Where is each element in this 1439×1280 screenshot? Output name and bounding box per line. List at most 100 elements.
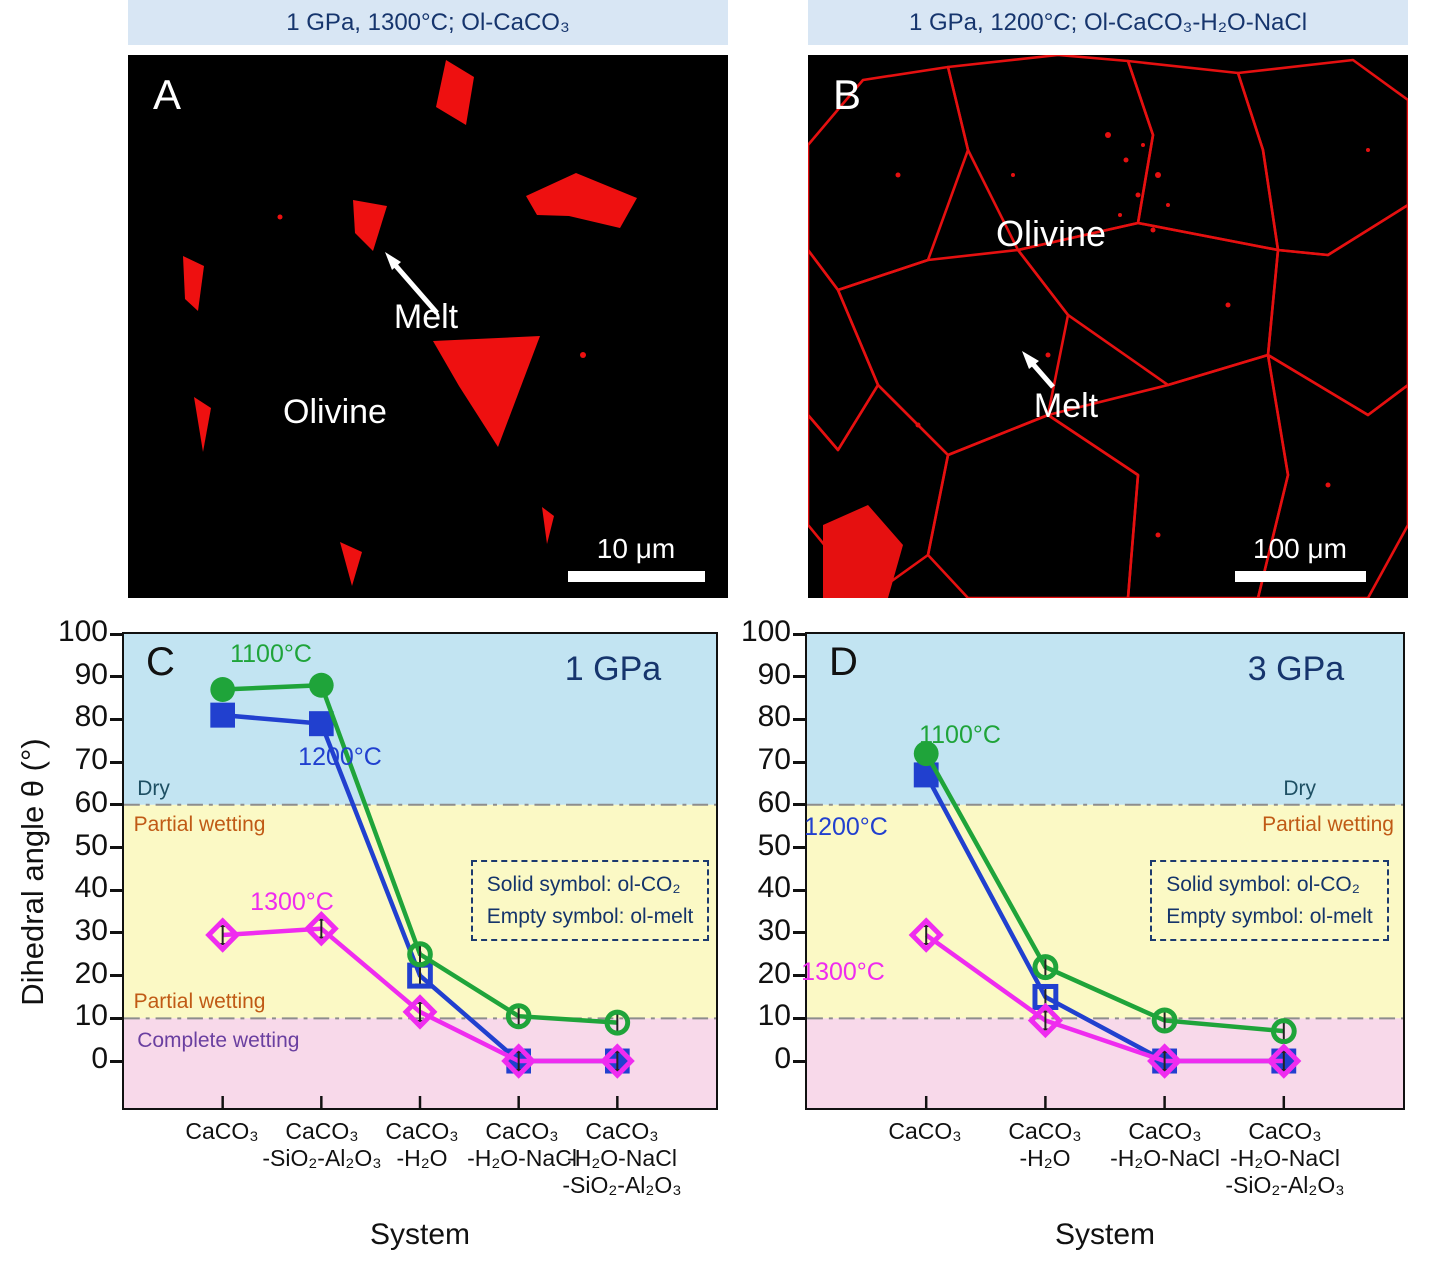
category-label: CaCO₃ -H₂O [385, 1118, 458, 1172]
marker-circle-open [1270, 1018, 1297, 1045]
category-line: -H₂O-NaCl [567, 1145, 677, 1171]
category-line: -SiO₂-Al₂O₃ [262, 1145, 382, 1171]
y-tick-mark [793, 675, 807, 679]
melt-pockets [183, 60, 637, 586]
y-tick-mark [793, 760, 807, 764]
category-line: CaCO₃ [888, 1118, 962, 1144]
panel-b-melt-label: Melt [1033, 387, 1099, 425]
panel-letter: C [146, 640, 175, 684]
melt-speckles [823, 132, 1370, 598]
y-tick-label: 80 [74, 700, 108, 734]
melt-arrow [385, 252, 439, 315]
series-label: 1100°C [919, 721, 1001, 750]
grain-boundary-network [808, 55, 1408, 598]
marker-diamond-open [1147, 1043, 1183, 1079]
series-label: 1300°C [250, 888, 334, 917]
marker-diamond-open [1027, 1002, 1063, 1039]
legend-box: Solid symbol: ol-CO₂ Empty symbol: ol-mel… [1150, 860, 1389, 942]
marker-circle-open [505, 1003, 532, 1030]
y-tick-label: 60 [757, 785, 791, 819]
zone-dry [807, 634, 1403, 805]
category-line: -H₂O-NaCl [1110, 1145, 1220, 1171]
y-tick-mark [110, 974, 124, 978]
panel-b-micrograph: B Olivine Melt 100 μm [808, 55, 1408, 598]
zone-partial-wetting [807, 804, 1403, 1019]
y-tick-label: 100 [740, 615, 791, 648]
marker-diamond-open [303, 910, 339, 947]
category-line: CaCO₃ [385, 1118, 459, 1144]
legend-line: Solid symbol: ol-CO₂ [1166, 873, 1360, 897]
series-label: 1300°C [801, 958, 885, 987]
y-tick-label: 50 [74, 828, 108, 862]
chart-c-y-axis: 0 10 20 30 40 50 60 70 80 90 100 [26, 616, 118, 1110]
panel-b-melt-network-svg [808, 55, 1408, 598]
panel-a-melt-label: Melt [393, 298, 459, 336]
zone-label: Partial wetting [133, 990, 266, 1014]
y-tick-label: 70 [74, 743, 108, 777]
y-tick-label: 90 [74, 657, 108, 691]
y-tick-label: 30 [757, 913, 791, 947]
melt-arrow [1022, 351, 1055, 389]
marker-diamond-open [501, 1043, 537, 1079]
legend-line: Empty symbol: ol-melt [1166, 904, 1373, 928]
series-label: 1200°C [804, 813, 888, 842]
marker-diamond-open [908, 917, 944, 953]
series-1100°C [210, 672, 631, 1036]
marker-square-solid [309, 711, 334, 737]
legend-box: Solid symbol: ol-CO₂ Empty symbol: ol-mel… [470, 860, 710, 942]
marker-circle-solid [210, 677, 235, 703]
marker-circle-open [1032, 954, 1059, 981]
legend-line: Empty symbol: ol-melt [486, 904, 694, 928]
category-label: CaCO₃ -H₂O-NaCl -SiO₂-Al₂O₃ [562, 1118, 681, 1199]
series-line [924, 752, 1284, 1034]
y-tick-label: 60 [74, 785, 108, 819]
y-tick-mark [110, 632, 124, 636]
category-label: CaCO₃ [185, 1118, 258, 1145]
y-tick-label: 80 [757, 700, 791, 734]
y-tick-mark [110, 931, 124, 935]
marker-circle-solid [309, 672, 334, 698]
series-1300°C [205, 910, 635, 1079]
category-label: CaCO₃ -H₂O-NaCl [467, 1118, 577, 1172]
y-tick-mark [793, 931, 807, 935]
y-tick-label: 100 [57, 615, 108, 648]
y-tick-label: 0 [774, 1042, 791, 1076]
series-label: 1200°C [298, 742, 382, 771]
y-tick-mark [793, 888, 807, 892]
panel-a-scale-label: 10 μm [596, 533, 676, 564]
chart-c-plot: C 1 GPa 1200°C 1100°C 1300°C Dry Partial wetti… [110, 632, 718, 1110]
y-tick-label: 10 [74, 999, 108, 1033]
marker-diamond-open [205, 917, 241, 953]
category-line: CaCO₃ [1248, 1118, 1322, 1144]
category-label: CaCO₃ -H₂O-NaCl -SiO₂-Al₂O₃ [1225, 1118, 1344, 1199]
zone-label: Partial wetting [1262, 813, 1394, 837]
y-tick-mark [793, 974, 807, 978]
y-tick-label: 90 [757, 657, 791, 691]
category-label: CaCO₃ -SiO₂-Al₂O₃ [262, 1118, 381, 1172]
panel-b-scale-label: 100 μm [1253, 533, 1347, 564]
marker-diamond-open [402, 994, 438, 1030]
category-line: -SiO₂-Al₂O₃ [562, 1172, 682, 1198]
y-tick-label: 70 [757, 743, 791, 777]
panel-a-olivine-label: Olivine [283, 393, 387, 431]
y-tick-label: 20 [757, 956, 791, 990]
y-tick-label: 0 [91, 1042, 108, 1076]
chart-c-x-categories: CaCO₃ CaCO₃ -SiO₂-Al₂O₃ CaCO₃ -H₂O CaCO₃ -H₂O-… [122, 1118, 718, 1213]
category-line: CaCO₃ [185, 1118, 259, 1144]
category-line: -H₂O [396, 1145, 448, 1171]
chart-c-x-axis-title: System [369, 1218, 471, 1251]
y-tick-label: 10 [757, 999, 791, 1033]
legend-line: Solid symbol: ol-CO₂ [486, 873, 681, 897]
category-line: CaCO₃ [485, 1118, 559, 1144]
panel-a-letter: A [153, 71, 182, 118]
chart-C-svg [124, 634, 716, 1108]
y-tick-label: 50 [757, 828, 791, 862]
chart-d-plot: D 3 GPa 1200°C 1100°C 1300°C Dry Partial wetti… [793, 632, 1405, 1110]
y-tick-mark [110, 1016, 124, 1020]
category-label: CaCO₃ -H₂O [1008, 1118, 1081, 1172]
category-line: -H₂O-NaCl [467, 1145, 577, 1171]
marker-circle-solid [913, 741, 939, 767]
panel-a-micrograph: A Melt Olivine 10 μm [128, 55, 728, 598]
pressure-label: 1 GPa [564, 650, 662, 688]
